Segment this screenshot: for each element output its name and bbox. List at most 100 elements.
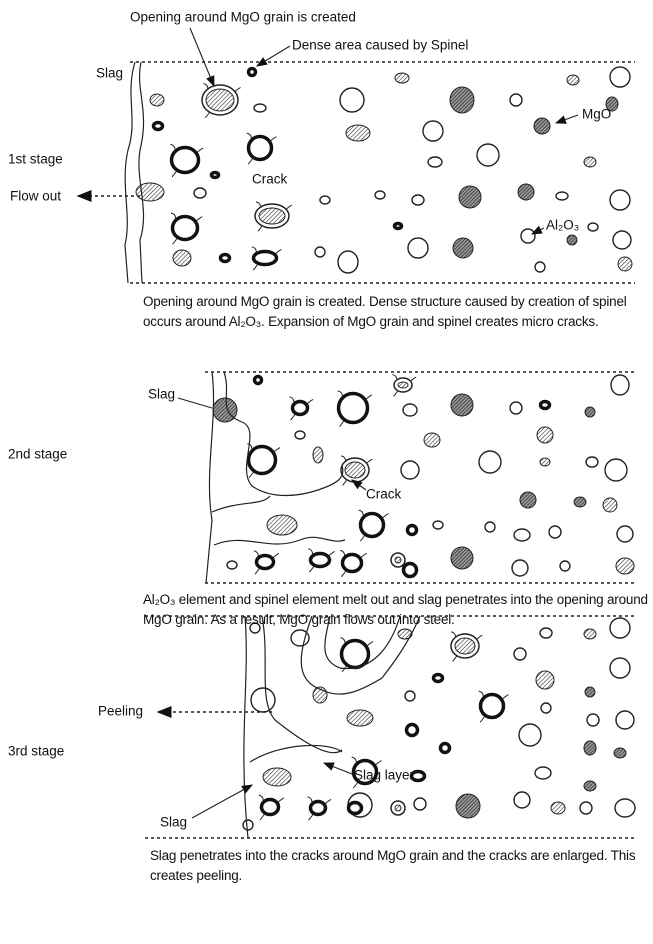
- grain: [560, 561, 570, 571]
- crack: [172, 171, 176, 177]
- grain: [453, 238, 473, 258]
- grain: [551, 802, 565, 814]
- grain: [514, 529, 530, 541]
- grain: [404, 564, 417, 577]
- slag-line: [206, 372, 214, 583]
- caption: Slag penetrates into the cracks around M…: [150, 846, 640, 886]
- grain: [514, 648, 526, 660]
- grain: [313, 447, 323, 463]
- diagram: Opening around MgO grain is created Dens…: [0, 0, 653, 944]
- grain: [262, 800, 279, 815]
- crack: [260, 814, 264, 820]
- slag-line: [224, 372, 343, 496]
- crack: [309, 566, 313, 572]
- grain: [407, 725, 418, 736]
- pointer: [257, 46, 290, 66]
- grain: [451, 547, 473, 569]
- grain: [150, 94, 164, 106]
- grain: [403, 404, 417, 416]
- pointer: [192, 785, 252, 818]
- crack: [392, 375, 397, 380]
- grain: [520, 492, 536, 508]
- label: Slag layer: [354, 768, 415, 783]
- pointer: [190, 28, 214, 86]
- grain: [459, 186, 481, 208]
- crack: [343, 480, 347, 486]
- grain: [414, 798, 426, 810]
- grain: [221, 255, 230, 262]
- crack: [340, 638, 345, 643]
- grain: [584, 157, 596, 167]
- grain: [257, 556, 274, 569]
- crack: [173, 239, 177, 245]
- grain: [408, 238, 428, 258]
- grain: [585, 407, 595, 417]
- grain: [537, 427, 553, 443]
- stage-name: 1st stage: [8, 152, 63, 167]
- grain: [428, 157, 442, 167]
- grain: [434, 675, 443, 682]
- grain: [249, 447, 276, 474]
- grain: [485, 522, 495, 532]
- label: Slag: [160, 815, 187, 830]
- grain: [412, 195, 424, 205]
- crack: [353, 783, 357, 789]
- grain: [567, 75, 579, 85]
- grain: [227, 561, 237, 569]
- grain: [610, 67, 630, 87]
- grain: [293, 402, 308, 415]
- grain: [450, 87, 474, 113]
- grain: [588, 223, 598, 231]
- grain: [518, 184, 534, 200]
- grain: [194, 188, 206, 198]
- page: Opening around MgO grain is created Dens…: [0, 0, 653, 944]
- grain: [347, 710, 373, 726]
- slag-line: [125, 62, 135, 283]
- grain: [536, 671, 554, 689]
- grain: [585, 687, 595, 697]
- crack: [366, 395, 372, 399]
- crack: [171, 213, 176, 218]
- crack: [197, 217, 203, 221]
- grain: [173, 217, 198, 240]
- crack: [308, 549, 313, 554]
- grain: [611, 375, 629, 395]
- grain: [616, 558, 634, 574]
- grain: [541, 402, 550, 409]
- crack: [248, 159, 252, 165]
- grain: [605, 459, 627, 481]
- grain: [405, 691, 415, 701]
- label: Crack: [252, 172, 288, 187]
- grain: [315, 247, 325, 257]
- grain: [295, 431, 305, 439]
- crack: [477, 635, 483, 639]
- grain: [615, 799, 635, 817]
- grain: [519, 724, 541, 746]
- label: Dense area caused by Spinel: [292, 38, 468, 53]
- crack: [205, 112, 209, 118]
- grain: [320, 196, 330, 204]
- label: Crack: [366, 487, 402, 502]
- grain: [342, 641, 369, 668]
- grain: [586, 457, 598, 467]
- crack: [291, 414, 295, 420]
- grain: [254, 252, 277, 265]
- grain: [345, 462, 365, 478]
- label: Opening around MgO grain is created: [130, 10, 356, 25]
- grain: [375, 191, 385, 199]
- grain: [254, 104, 266, 112]
- grain: [346, 125, 370, 141]
- crack: [289, 397, 294, 402]
- crack: [480, 717, 484, 723]
- grain: [587, 714, 599, 726]
- crack: [341, 456, 346, 461]
- grain: [584, 629, 596, 639]
- crack: [255, 568, 259, 574]
- grain: [395, 557, 401, 563]
- grain: [477, 144, 499, 166]
- stage-name: 3rd stage: [8, 744, 64, 759]
- grain: [243, 820, 253, 830]
- grain: [441, 744, 450, 753]
- crack: [253, 264, 257, 270]
- crack: [394, 391, 398, 397]
